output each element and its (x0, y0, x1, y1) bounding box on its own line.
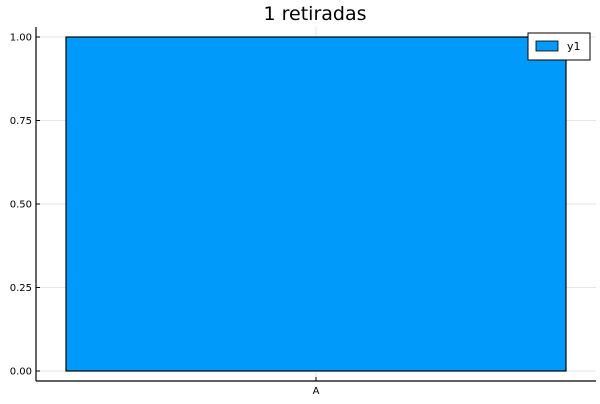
bars (65, 36, 567, 372)
y-tick-label: 0.50 (10, 200, 32, 211)
y-tick-label: 0.25 (10, 283, 32, 294)
bar (65, 36, 567, 372)
axes: 0.00 0.25 0.50 0.75 1.00 A (10, 27, 596, 397)
chart-title: 1 retiradas (264, 3, 367, 25)
y-tick-label: 0.75 (10, 116, 32, 127)
legend: y1 (527, 32, 591, 61)
y-tick-label: 0.00 (10, 367, 32, 378)
y-tick-label: 1.00 (10, 33, 32, 44)
legend-swatch (535, 40, 559, 52)
x-tick-label: A (313, 386, 320, 397)
legend-label: y1 (567, 40, 581, 53)
